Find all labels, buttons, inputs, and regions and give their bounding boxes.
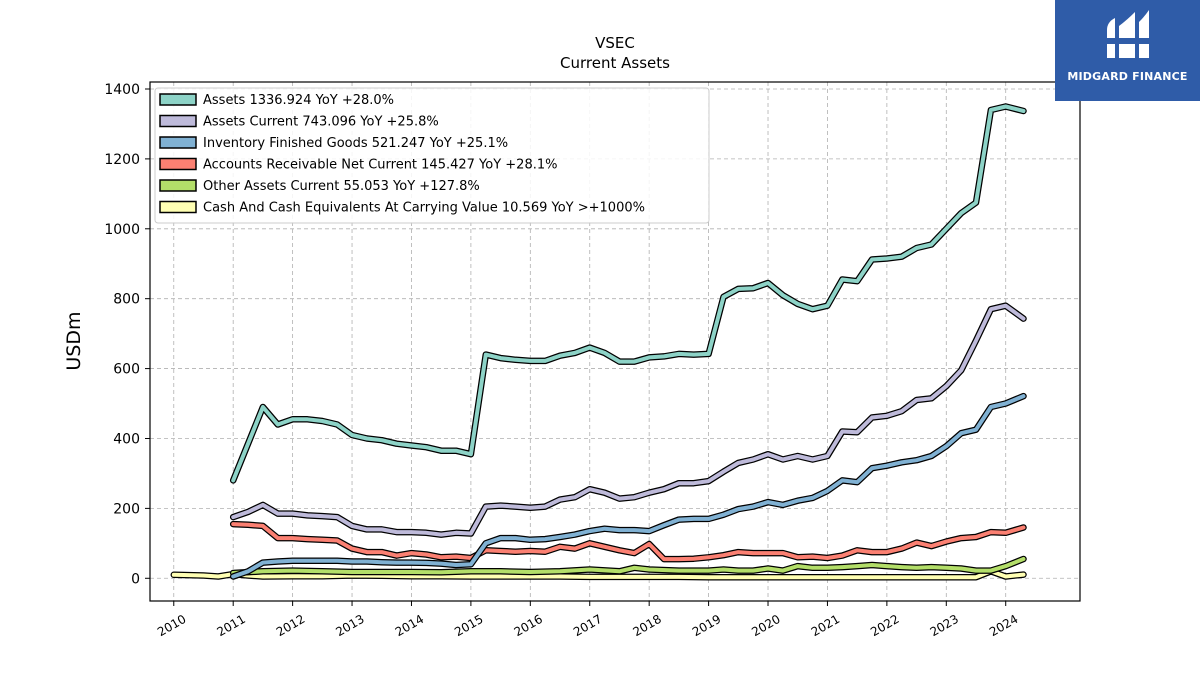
x-tick-label: 2016 [512, 612, 545, 639]
series-line-1 [229, 302, 1027, 538]
y-tick-label: 400 [113, 431, 140, 447]
y-axis-label: USDm [63, 311, 85, 370]
legend: Assets 1336.924 YoY +28.0% Assets Current… [154, 87, 710, 224]
legend-box [154, 87, 710, 224]
brand-logo: MIDGARD FINANCE [1055, 0, 1200, 101]
x-tick-label: 2024 [987, 612, 1020, 639]
x-tick-label: 2017 [571, 612, 604, 639]
x-tick-label: 2010 [155, 612, 188, 639]
series-line-0 [229, 103, 1027, 484]
x-tick-label: 2020 [749, 612, 782, 639]
x-tick-label: 2019 [690, 612, 723, 639]
y-tick-label: 0 [131, 571, 140, 587]
y-tick-label: 600 [113, 362, 140, 378]
legend-entry: Cash And Cash Equivalents At Carrying Va… [203, 201, 645, 216]
legend-entry: Other Assets Current 55.053 YoY +127.8% [203, 179, 480, 194]
legend-swatch [159, 157, 197, 171]
y-tick-label: 1200 [104, 152, 140, 168]
legend-entry: Accounts Receivable Net Current 145.427 … [203, 158, 558, 173]
y-tick-label: 800 [113, 292, 140, 308]
series-line-4 [229, 555, 1027, 577]
x-tick-label: 2021 [809, 612, 842, 639]
chart-title: VSEC [595, 34, 635, 52]
legend-swatch [159, 93, 197, 106]
y-tick-label: 200 [113, 501, 140, 517]
x-tick-label: 2011 [214, 612, 247, 639]
x-tick-label: 2012 [274, 612, 307, 639]
legend-swatch [159, 179, 197, 192]
legend-entry: Inventory Finished Goods 521.247 YoY +25… [203, 136, 508, 151]
legend-entry: Assets 1336.924 YoY +28.0% [203, 93, 394, 108]
y-tick-label: 1400 [104, 82, 140, 98]
legend-entry: Assets Current 743.096 YoY +25.8% [203, 115, 439, 130]
y-tick-label: 1000 [104, 222, 140, 238]
x-tick-label: 2014 [393, 612, 426, 639]
x-tick-label: 2018 [630, 612, 663, 639]
plot-frame [149, 81, 1081, 602]
series-line-2 [229, 392, 1027, 580]
brand-name: MIDGARD FINANCE [1067, 70, 1188, 83]
legend-swatch [159, 114, 197, 128]
legend-swatch [159, 200, 197, 214]
series-line-3 [229, 520, 1027, 563]
brand-mark-icon [1105, 10, 1151, 58]
x-tick-label: 2023 [928, 612, 961, 639]
chart-subtitle: Current Assets [560, 54, 670, 72]
x-tick-label: 2013 [333, 612, 366, 639]
x-tick-label: 2015 [452, 612, 485, 639]
series-layer [170, 103, 1027, 581]
series-line-5 [170, 568, 1027, 581]
x-tick-label: 2022 [868, 612, 901, 639]
legend-swatch [159, 136, 197, 149]
